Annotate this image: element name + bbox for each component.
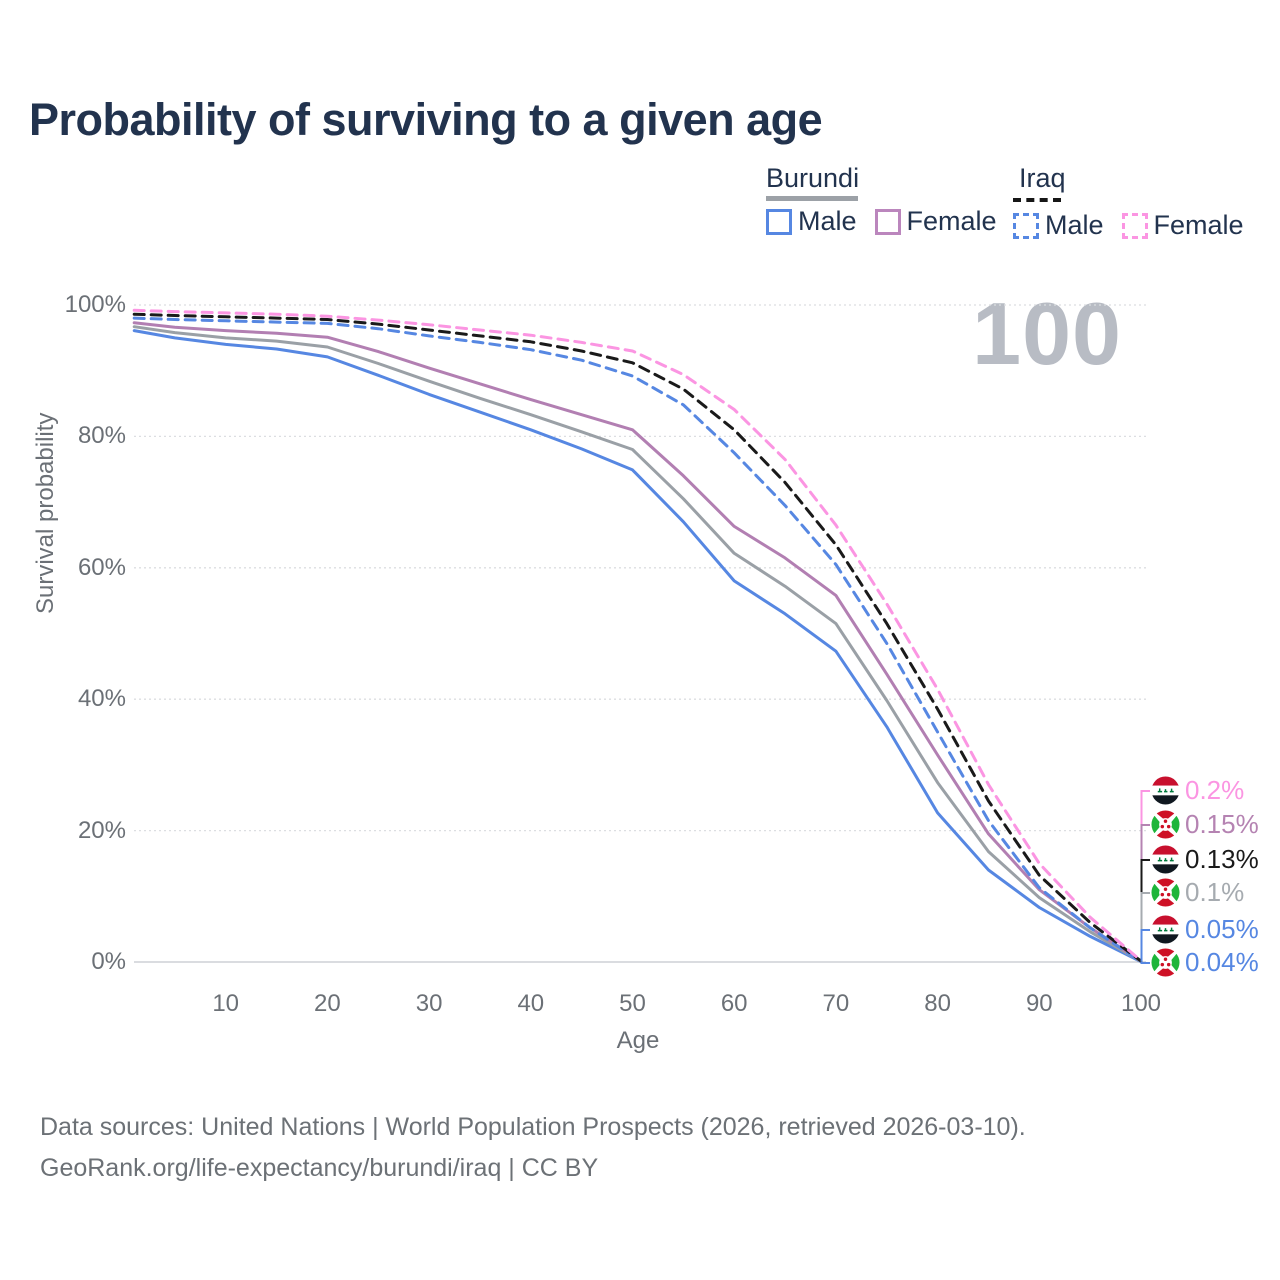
legend-item-label: Female <box>906 206 997 236</box>
x-tick-50: 50 <box>619 990 646 1017</box>
curve-burundi_both <box>132 325 1143 963</box>
end-label-value: 0.2% <box>1185 775 1245 805</box>
x-axis-title: Age <box>616 1027 660 1054</box>
age-counter-watermark: 100 <box>972 284 1122 383</box>
y-tick-100: 100% <box>64 291 126 318</box>
x-tick-90: 90 <box>1025 990 1053 1017</box>
end-label-burundi_male: 0.04% <box>1151 948 1259 977</box>
legend-item-iraq-female[interactable]: Female <box>1121 210 1244 240</box>
attribution-line: GeoRank.org/life-expectancy/burundi/iraq… <box>40 1154 599 1182</box>
curve-iraq_both <box>132 312 1143 963</box>
x-tick-40: 40 <box>517 990 545 1017</box>
legend-item-burundi-male[interactable]: Male <box>766 208 857 235</box>
legend-item-label: Female <box>1153 210 1244 240</box>
end-label-iraq_female: 0.2% <box>1151 776 1244 805</box>
y-tick-60: 60% <box>77 553 126 581</box>
x-tick-10: 10 <box>212 990 240 1017</box>
end-label-value: 0.05% <box>1185 914 1259 944</box>
curve-burundi_female <box>132 321 1143 963</box>
end-label-value: 0.15% <box>1185 809 1259 839</box>
burundi-flag-icon <box>1151 948 1180 977</box>
end-label-iraq_male: 0.05% <box>1151 915 1259 944</box>
x-tick-70: 70 <box>822 990 850 1017</box>
x-tick-20: 20 <box>314 990 341 1017</box>
page-title: Probability of surviving to a given age <box>29 94 823 145</box>
end-label-leader-iraq_both <box>1140 859 1150 962</box>
end-label-leader-iraq_male <box>1140 929 1150 962</box>
iraq-flag-icon <box>1151 776 1180 805</box>
burundi-flag-icon <box>1151 878 1180 907</box>
legend-country-line-sample-dashed <box>1013 198 1061 202</box>
legend-group-iraq: Iraq Male Female <box>1013 163 1244 239</box>
legend-swatch <box>766 208 792 235</box>
curve-iraq_male <box>132 316 1143 964</box>
y-tick-40: 40% <box>77 685 126 713</box>
curve-burundi_male <box>132 329 1143 964</box>
y-tick-80: 80% <box>77 422 126 450</box>
legend-country-name: Iraq <box>1019 163 1066 193</box>
end-label-value: 0.13% <box>1185 844 1259 874</box>
end-label-leader-iraq_female <box>1140 790 1150 961</box>
end-label-burundi_both: 0.1% <box>1151 878 1244 907</box>
burundi-flag-icon <box>1151 810 1180 839</box>
end-label-value: 0.1% <box>1185 877 1245 907</box>
legend-swatch <box>1121 212 1148 239</box>
legend-item-label: Male <box>1045 210 1104 240</box>
y-tick-0: 0% <box>91 948 126 975</box>
footer-credits: Data sources: United Nations | World Pop… <box>40 1107 1026 1189</box>
end-label-value: 0.04% <box>1185 947 1259 977</box>
legend-item-burundi-female[interactable]: Female <box>874 206 997 236</box>
data-source-line: Data sources: United Nations | World Pop… <box>40 1113 1026 1141</box>
legend-item-label: Male <box>798 206 857 236</box>
legend-country-line-sample-solid <box>766 196 858 201</box>
legend-group-burundi: Burundi Male Female <box>766 163 997 235</box>
x-tick-100: 100 <box>1120 990 1162 1017</box>
end-label-iraq_both: 0.13% <box>1151 845 1259 874</box>
legend-swatch <box>1013 212 1039 239</box>
legend-item-iraq-male[interactable]: Male <box>1013 212 1104 239</box>
end-label-burundi_female: 0.15% <box>1151 810 1259 839</box>
x-tick-30: 30 <box>415 990 443 1017</box>
x-tick-60: 60 <box>720 990 748 1017</box>
legend-country-name: Burundi <box>766 163 860 193</box>
curve-iraq_female <box>132 308 1143 963</box>
end-label-leader-burundi_male <box>1140 961 1150 964</box>
legend-swatch <box>874 208 901 235</box>
iraq-flag-icon <box>1151 915 1180 944</box>
y-tick-20: 20% <box>77 816 126 844</box>
end-label-leader-burundi_both <box>1140 892 1150 962</box>
iraq-flag-icon <box>1151 845 1180 874</box>
x-tick-80: 80 <box>924 990 951 1017</box>
